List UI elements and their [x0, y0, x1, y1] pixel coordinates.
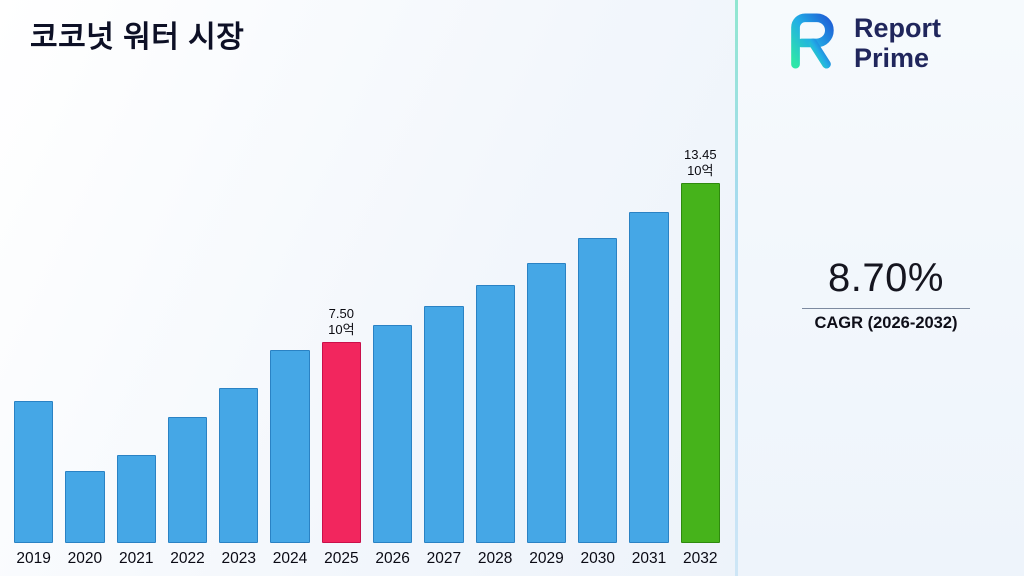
panel-divider	[735, 0, 738, 576]
x-axis-label-2030: 2030	[580, 550, 615, 567]
bar-2022	[167, 417, 208, 543]
bar-2025	[321, 342, 361, 543]
x-axis-label-2024: 2024	[272, 550, 308, 567]
bar-2030	[578, 238, 618, 543]
bar-column-2032: 13.45 10억 2032	[680, 146, 720, 569]
bar-2020	[65, 471, 105, 543]
cagr-divider-line	[802, 308, 970, 309]
bar-column-2025: 7.50 10억 2025	[321, 305, 361, 569]
bar-column-2029: 2029	[526, 263, 567, 568]
bar-2031	[629, 212, 669, 543]
x-axis-label-2025: 2025	[324, 550, 359, 567]
bar-2027	[424, 306, 464, 543]
x-axis-label-2020: 2020	[67, 550, 103, 567]
bar-column-2028: 2028	[475, 285, 515, 568]
bar-annotation-2032: 13.45 10억	[684, 146, 717, 178]
bar-annotation-2025: 7.50 10억	[328, 305, 355, 337]
logo-wordmark: Report Prime	[854, 14, 941, 72]
bar-column-2026: 2026	[372, 325, 413, 568]
cagr-value: 8.70%	[828, 256, 944, 300]
bar-2032	[680, 183, 720, 543]
bar-column-2027: 2027	[424, 306, 464, 568]
logo-word-prime: Prime	[854, 42, 930, 73]
page-title: 코코넛 워터 시장	[30, 21, 245, 54]
bar-column-2020: 2020	[65, 471, 105, 568]
bar-column-2023: 2023	[219, 388, 259, 568]
bar-column-2031: 2031	[629, 212, 669, 568]
bar-2028	[475, 285, 515, 543]
x-axis-label-2022: 2022	[170, 550, 205, 567]
bar-column-2030: 2030	[578, 238, 618, 568]
cagr-label: CAGR (2026-2032)	[814, 314, 958, 332]
x-axis-label-2019: 2019	[16, 550, 51, 567]
bar-chart: 2019 2020 2021 2022 2023 2024 7.50 10억 2025 2026 2…	[14, 147, 720, 569]
bar-column-2024: 2024	[270, 350, 310, 568]
x-axis-label-2027: 2027	[426, 550, 462, 567]
x-axis-label-2026: 2026	[375, 550, 410, 567]
bar-column-2022: 2022	[167, 417, 208, 568]
x-axis-label-2028: 2028	[477, 550, 513, 567]
bar-2021	[116, 455, 156, 543]
bar-2023	[219, 388, 259, 543]
bar-2019	[14, 401, 54, 543]
bar-2024	[270, 350, 310, 543]
bar-2029	[526, 263, 567, 543]
x-axis-label-2023: 2023	[221, 550, 256, 567]
x-axis-label-2021: 2021	[118, 550, 154, 567]
x-axis-label-2031: 2031	[631, 550, 667, 567]
bar-column-2019: 2019	[14, 401, 54, 568]
right-panel: Report Prime 8.70% CAGR (2026-2032)	[738, 0, 1024, 576]
cagr-block: 8.70% CAGR (2026-2032)	[800, 256, 972, 333]
bar-column-2021: 2021	[116, 455, 156, 568]
bar-chart-bars: 2019 2020 2021 2022 2023 2024 7.50 10억 2025 2026 2…	[14, 147, 720, 569]
report-prime-logo: Report Prime	[780, 12, 941, 75]
report-prime-logo-icon	[780, 12, 842, 75]
x-axis-label-2029: 2029	[529, 550, 564, 567]
bar-2026	[372, 325, 413, 543]
x-axis-label-2032: 2032	[683, 550, 718, 567]
logo-word-report: Report	[854, 13, 941, 44]
